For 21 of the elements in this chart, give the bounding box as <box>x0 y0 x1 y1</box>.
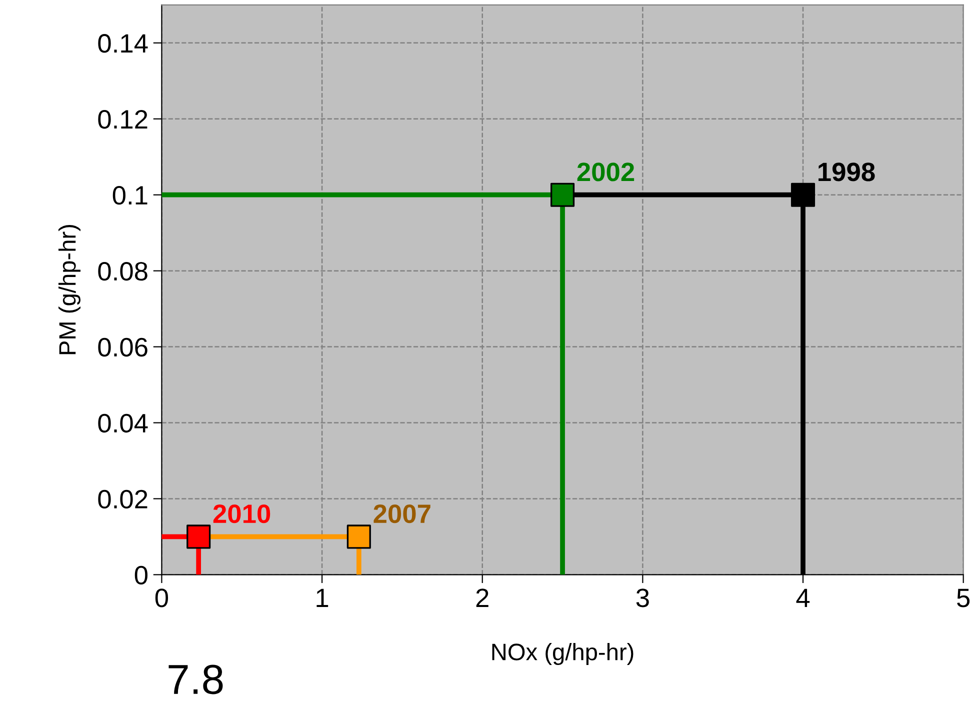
series-label: 2002 <box>577 162 634 182</box>
y-tick-label: 0.1 <box>112 186 148 205</box>
x-tick-label: 5 <box>957 588 970 608</box>
y-tick-label: 0.08 <box>98 262 148 281</box>
series-label: 1998 <box>818 162 875 182</box>
series-label: 2007 <box>374 504 430 524</box>
x-tick-label: 2 <box>476 588 488 607</box>
y-tick-label: 0.12 <box>98 110 148 129</box>
y-tick-label: 0.02 <box>98 490 148 509</box>
x-tick-label: 1 <box>316 588 328 607</box>
x-axis-title: NOx (g/hp-hr) <box>492 643 634 666</box>
series-label: 2010 <box>213 504 270 524</box>
y-axis-title: PM (g/hp-hr) <box>58 225 80 354</box>
x-tick-label: 3 <box>636 588 649 608</box>
y-tick-label: 0.14 <box>98 34 148 53</box>
y-tick-label: 0.06 <box>98 338 148 357</box>
x-tick-label: 0 <box>155 588 168 608</box>
text: 7.8 <box>168 664 223 694</box>
y-tick-label: 0 <box>134 566 148 585</box>
x-tick-label: 4 <box>796 588 810 607</box>
y-tick-label: 0.04 <box>98 414 148 433</box>
